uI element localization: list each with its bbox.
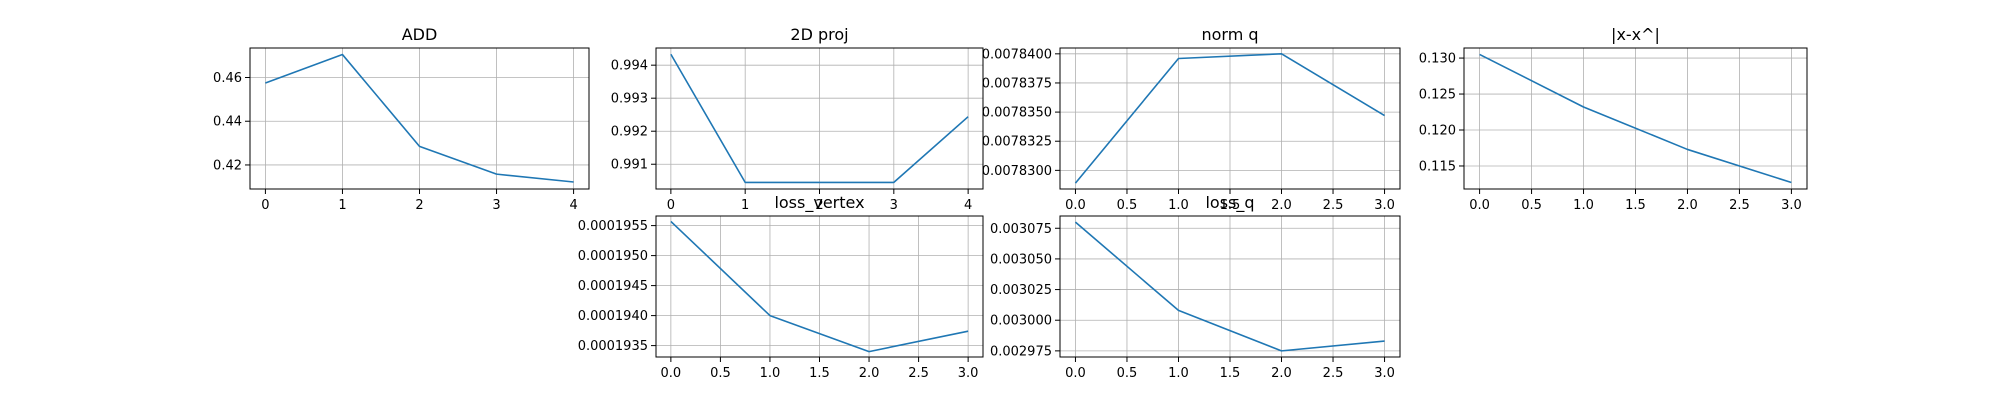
y-tick-label: 0.120: [1419, 124, 1456, 139]
subplot-2d-proj: 0 1 2 3 4 0.991 0.992 0.993 0.994 2D proj: [611, 25, 984, 213]
x-tick-label: 2.5: [1729, 198, 1750, 213]
x-tick-label: 2.0: [859, 366, 880, 381]
subplot-loss-vertex: 0.0 0.5 1.0 1.5 2.0 2.5 3.0 0.0001935 0.0001940 0…: [578, 193, 984, 381]
x-tick-label: 2.0: [1677, 198, 1698, 213]
x-tick-label: 3.0: [958, 366, 979, 381]
x-tick-label: 2.5: [908, 366, 929, 381]
x-tick-label: 3.0: [1781, 198, 1802, 213]
y-tick-label: 0.0001935: [578, 339, 648, 354]
x-tick-label: 1.0: [1168, 366, 1189, 381]
x-tick-label: 2: [415, 198, 423, 213]
x-tick-label: 0: [667, 198, 675, 213]
x-tick-label: 2: [815, 198, 823, 213]
x-tick-label: 1.5: [1220, 198, 1241, 213]
y-tick-label: 0.0078325: [982, 135, 1052, 150]
y-tick-label: 0.115: [1419, 159, 1456, 174]
series-line: [1074, 53, 1385, 184]
x-tick-label: 0.5: [710, 366, 731, 381]
subplot-title: ADD: [402, 25, 438, 44]
subplot-x-residual: 0.0 0.5 1.0 1.5 2.0 2.5 3.0 0.115 0.120 0.125 0.13…: [1419, 25, 1808, 213]
x-tick-label: 1.0: [1573, 198, 1594, 213]
subplot-norm-q: 0.0 0.5 1.0 1.5 2.0 2.5 3.0 0.0078300 0.0078325 0…: [982, 25, 1401, 213]
y-tick-label: 0.003075: [990, 222, 1052, 237]
subplot-add: 0 1 2 3 4 0.42 0.44 0.46 ADD: [213, 25, 590, 213]
y-tick-label: 0.0001950: [578, 249, 648, 264]
x-tick-label: 2.0: [1271, 366, 1292, 381]
series-line: [1479, 53, 1792, 184]
y-tick-label: 0.125: [1419, 88, 1456, 103]
x-tick-label: 3: [890, 198, 898, 213]
y-tick-label: 0.002975: [990, 344, 1052, 359]
x-tick-label: 3.0: [1374, 198, 1395, 213]
y-tick-label: 0.0001955: [578, 219, 648, 234]
x-tick-label: 0.5: [1117, 198, 1138, 213]
x-tick-label: 3.0: [1374, 366, 1395, 381]
x-tick-label: 2.5: [1323, 198, 1344, 213]
y-tick-label: 0.003050: [990, 252, 1052, 267]
y-tick-label: 0.993: [611, 92, 648, 107]
y-tick-label: 0.0078350: [982, 106, 1052, 121]
subplot-title: 2D proj: [790, 25, 848, 44]
x-tick-label: 0.0: [1469, 198, 1490, 213]
x-tick-label: 1.5: [1625, 198, 1646, 213]
x-tick-label: 2.0: [1271, 198, 1292, 213]
subplot-loss-q: 0.0 0.5 1.0 1.5 2.0 2.5 3.0 0.002975 0.003000 0.0…: [990, 193, 1401, 381]
x-tick-label: 0: [261, 198, 269, 213]
x-tick-label: 1: [741, 198, 749, 213]
y-tick-label: 0.003025: [990, 283, 1052, 298]
y-tick-label: 0.0001945: [578, 279, 648, 294]
x-tick-label: 3: [492, 198, 500, 213]
x-tick-label: 0.5: [1117, 366, 1138, 381]
x-tick-label: 1.0: [760, 366, 781, 381]
x-tick-label: 0.5: [1521, 198, 1542, 213]
subplot-title: loss_vertex: [774, 193, 864, 213]
series-line: [670, 220, 969, 353]
subplot-title: |x-x^|: [1611, 25, 1660, 44]
y-tick-label: 0.994: [611, 59, 648, 74]
y-tick-label: 0.0001940: [578, 309, 648, 324]
x-tick-label: 2.5: [1323, 366, 1344, 381]
x-tick-label: 1.5: [809, 366, 830, 381]
x-tick-label: 1: [338, 198, 346, 213]
y-tick-label: 0.0078400: [982, 47, 1052, 62]
series-line: [1074, 221, 1385, 352]
y-tick-label: 0.0078300: [982, 164, 1052, 179]
y-tick-label: 0.42: [213, 158, 242, 173]
subplot-title: loss_q: [1205, 193, 1254, 213]
y-tick-label: 0.003000: [990, 314, 1052, 329]
x-tick-label: 1.0: [1168, 198, 1189, 213]
subplot-title: norm q: [1201, 25, 1258, 44]
y-tick-label: 0.991: [611, 158, 648, 173]
y-tick-label: 0.0078375: [982, 76, 1052, 91]
x-tick-label: 1.5: [1220, 366, 1241, 381]
y-tick-label: 0.46: [213, 71, 242, 86]
y-tick-label: 0.992: [611, 125, 648, 140]
x-tick-label: 4: [964, 198, 972, 213]
x-tick-label: 0.0: [1065, 198, 1086, 213]
x-tick-label: 4: [569, 198, 577, 213]
y-tick-label: 0.130: [1419, 52, 1456, 67]
x-tick-label: 0.0: [661, 366, 682, 381]
x-tick-label: 0.0: [1065, 366, 1086, 381]
y-tick-label: 0.44: [213, 115, 242, 130]
